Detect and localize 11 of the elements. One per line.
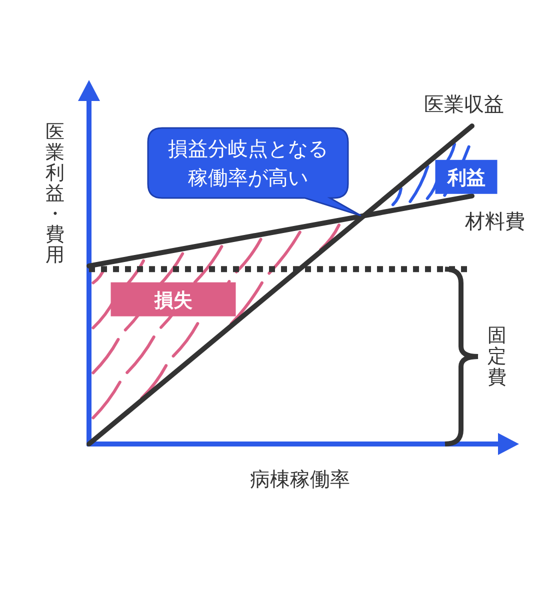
annotation: 損失 xyxy=(153,289,192,312)
profit-label: 利益 xyxy=(435,160,498,194)
y-axis-title: 医業利益・費用 xyxy=(46,121,64,266)
series-label: 医業収益 xyxy=(424,92,504,116)
loss-label: 損失 xyxy=(110,282,236,316)
x-axis-title: 病棟稼働率 xyxy=(250,467,350,491)
annotation: 固定費 xyxy=(488,324,506,388)
series-label: 材料費 xyxy=(464,208,525,233)
callout: 損益分岐点となる稼働率が高い xyxy=(147,127,362,216)
annotation: 損益分岐点となる稼働率が高い xyxy=(168,136,328,190)
annotation: 利益 xyxy=(446,166,486,189)
